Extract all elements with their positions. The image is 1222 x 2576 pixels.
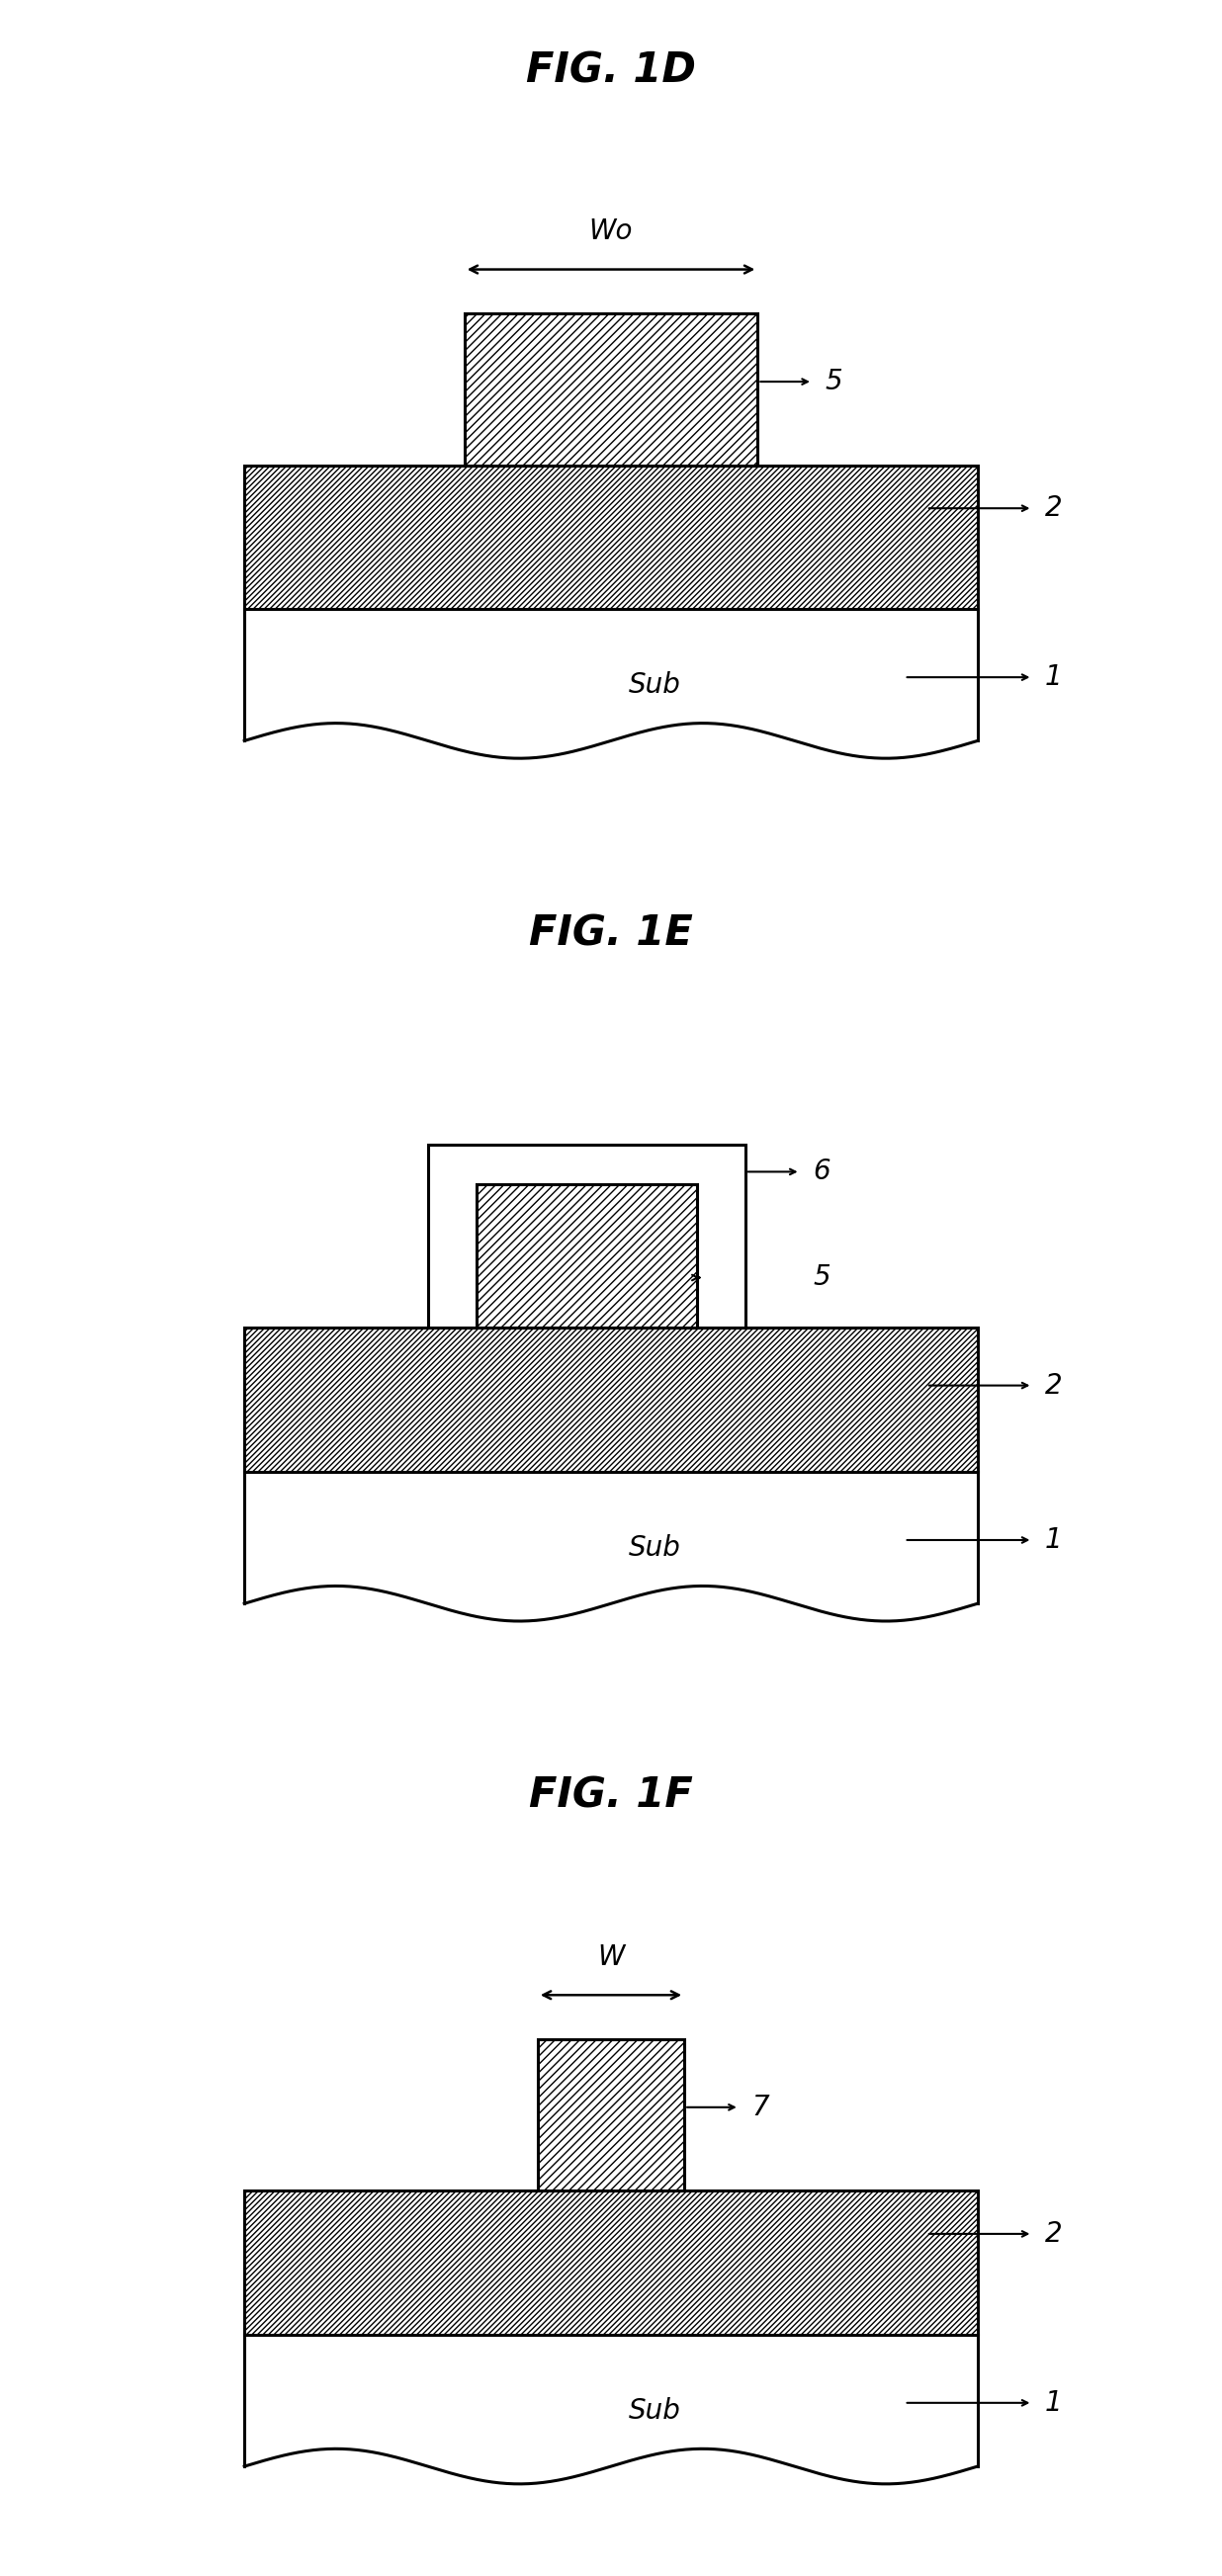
Bar: [428, 1144, 745, 1329]
Text: Sub: Sub: [629, 2396, 681, 2424]
Text: FIG. 1D: FIG. 1D: [525, 49, 697, 90]
Text: Wo: Wo: [589, 219, 633, 245]
Text: W: W: [598, 1942, 624, 1971]
Bar: [477, 1185, 697, 1329]
Text: Sub: Sub: [629, 670, 681, 698]
Text: 5: 5: [825, 368, 842, 397]
Text: 1: 1: [1045, 665, 1062, 690]
Bar: [538, 2040, 684, 2190]
Text: 2: 2: [1045, 2221, 1062, 2249]
Bar: [244, 608, 978, 760]
Bar: [464, 314, 758, 466]
Bar: [244, 466, 978, 608]
Text: 1: 1: [1045, 2388, 1062, 2416]
Bar: [244, 1471, 978, 1623]
Text: 2: 2: [1045, 495, 1062, 523]
Text: FIG. 1F: FIG. 1F: [529, 1775, 693, 1816]
Text: 5: 5: [813, 1265, 830, 1291]
Text: 2: 2: [1045, 1370, 1062, 1399]
Bar: [244, 1329, 978, 1471]
Text: Sub: Sub: [629, 1533, 681, 1561]
Bar: [244, 2334, 978, 2486]
Text: 6: 6: [813, 1159, 830, 1185]
Text: FIG. 1E: FIG. 1E: [529, 912, 693, 953]
Text: 7: 7: [752, 2094, 769, 2120]
Text: 1: 1: [1045, 1525, 1062, 1553]
Bar: [244, 2190, 978, 2334]
